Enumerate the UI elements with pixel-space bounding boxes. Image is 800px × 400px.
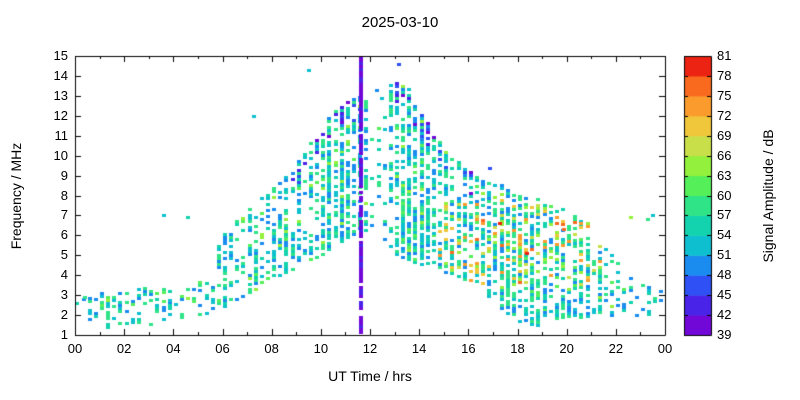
y-tick-label: 13: [53, 87, 68, 103]
colorbar-tick-label: 51: [717, 247, 732, 263]
y-tick-label: 9: [60, 167, 68, 183]
x-tick-label: 10: [313, 341, 329, 356]
y-tick-label: 12: [53, 107, 68, 123]
y-tick-label: 11: [54, 127, 69, 143]
x-tick-label: 20: [559, 341, 574, 356]
y-tick-label: 14: [53, 67, 68, 83]
colorbar-tick-label: 42: [717, 307, 732, 323]
x-tick-label: 04: [166, 341, 181, 356]
y-tick-label: 10: [53, 147, 68, 163]
colorbar-tick-label: 63: [717, 167, 732, 183]
chart-title: 2025-03-10: [361, 14, 439, 31]
y-tick-label: 2: [60, 307, 68, 323]
x-tick-label: 00: [67, 341, 83, 356]
y-tick-label: 1: [60, 327, 68, 342]
y-tick-label: 8: [60, 187, 68, 203]
x-tick-label: 18: [510, 341, 525, 356]
colorbar-tick-label: 57: [717, 207, 732, 223]
x-tick-label: 14: [411, 341, 427, 356]
colorbar-tick-label: 54: [717, 227, 732, 243]
y-tick-label: 5: [60, 247, 68, 263]
x-tick-label: 02: [116, 341, 132, 356]
colorbar-tick-label: 78: [717, 67, 732, 83]
colorbar-tick-label: 66: [717, 147, 732, 163]
x-tick-label: 00: [657, 341, 673, 356]
y-tick-label: 3: [60, 287, 68, 303]
colorbar-tick-label: 48: [717, 267, 732, 283]
colorbar-tick-label: 39: [717, 327, 732, 342]
colorbar-tick-label: 45: [717, 287, 732, 303]
y-tick-label: 6: [60, 227, 68, 243]
y-tick-label: 15: [53, 48, 68, 63]
colorbar-tick-label: 72: [717, 107, 732, 123]
x-tick-label: 12: [362, 341, 378, 356]
colorbar-tick-label: 69: [717, 127, 732, 143]
y-tick-label: 4: [60, 267, 68, 283]
colorbar-tick-label: 81: [717, 48, 732, 63]
y-axis-label: Frequency / MHz: [8, 142, 24, 250]
x-tick-label: 08: [264, 341, 279, 356]
colorbar-tick-label: 60: [717, 187, 732, 203]
colorbar-tick-label: 75: [717, 87, 732, 103]
y-tick-label: 7: [60, 207, 68, 223]
x-tick-label: 06: [215, 341, 230, 356]
x-tick-label: 22: [608, 341, 624, 356]
x-axis-label: UT Time / hrs: [328, 368, 412, 384]
x-tick-label: 16: [461, 341, 476, 356]
colorbar-label: Signal Amplitude / dB: [760, 129, 776, 263]
